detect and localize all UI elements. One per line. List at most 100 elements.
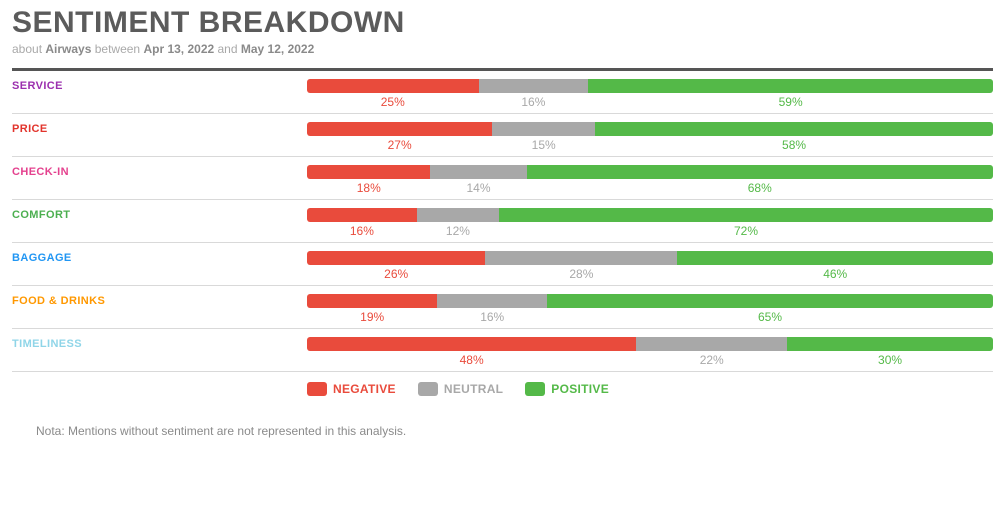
percent-label-negative: 27%	[307, 138, 492, 152]
category-row-inner: TIMELINESS48%22%30%	[12, 329, 993, 371]
legend-item-positive: POSITIVE	[525, 382, 609, 396]
legend-label-neutral: NEUTRAL	[444, 382, 503, 396]
legend-item-negative: NEGATIVE	[307, 382, 396, 396]
legend-label-positive: POSITIVE	[551, 382, 609, 396]
chart-col: 19%16%65%	[307, 294, 993, 328]
bar-segment-positive	[677, 251, 993, 265]
percent-label-positive: 59%	[588, 95, 993, 109]
stacked-bar	[307, 337, 993, 351]
chart-col: 18%14%68%	[307, 165, 993, 199]
chart-col: 27%15%58%	[307, 122, 993, 156]
legend-swatch-neutral	[418, 382, 438, 396]
category-row: PRICE27%15%58%	[12, 114, 993, 157]
subtitle-and: and	[214, 42, 241, 56]
chart-col: 25%16%59%	[307, 79, 993, 113]
bar-segment-positive	[499, 208, 993, 222]
bar-segment-negative	[307, 165, 430, 179]
bar-segment-positive	[595, 122, 993, 136]
percent-label-positive: 72%	[499, 224, 993, 238]
category-row-inner: CHECK-IN18%14%68%	[12, 157, 993, 199]
chart-col: 16%12%72%	[307, 208, 993, 242]
page-root: SENTIMENT BREAKDOWN about Airways betwee…	[0, 0, 1005, 521]
category-row-inner: PRICE27%15%58%	[12, 114, 993, 156]
percent-label-neutral: 15%	[492, 138, 595, 152]
bar-segment-neutral	[417, 208, 499, 222]
category-row-inner: BAGGAGE26%28%46%	[12, 243, 993, 285]
subtitle-prefix: about	[12, 42, 45, 56]
percent-label-negative: 48%	[307, 353, 636, 367]
percent-label-positive: 58%	[595, 138, 993, 152]
bar-segment-neutral	[430, 165, 526, 179]
category-row: BAGGAGE26%28%46%	[12, 243, 993, 286]
bar-segment-positive	[527, 165, 993, 179]
percent-label-neutral: 16%	[437, 310, 547, 324]
category-row-inner: SERVICE25%16%59%	[12, 71, 993, 113]
category-label: PRICE	[12, 122, 307, 135]
category-label: BAGGAGE	[12, 251, 307, 264]
percent-row: 26%28%46%	[307, 265, 993, 285]
percent-row: 25%16%59%	[307, 93, 993, 113]
percent-label-neutral: 14%	[430, 181, 526, 195]
stacked-bar	[307, 165, 993, 179]
percent-row: 19%16%65%	[307, 308, 993, 328]
chart-col: 48%22%30%	[307, 337, 993, 371]
percent-label-neutral: 12%	[417, 224, 499, 238]
stacked-bar	[307, 251, 993, 265]
percent-label-positive: 46%	[677, 267, 993, 281]
stacked-bar	[307, 294, 993, 308]
legend-swatch-negative	[307, 382, 327, 396]
category-label: SERVICE	[12, 79, 307, 92]
category-row: SERVICE25%16%59%	[12, 71, 993, 114]
percent-label-negative: 18%	[307, 181, 430, 195]
category-row: FOOD & DRINKS19%16%65%	[12, 286, 993, 329]
percent-label-negative: 16%	[307, 224, 417, 238]
bar-segment-neutral	[485, 251, 677, 265]
airline-name: Airways	[45, 42, 91, 56]
subtitle-between: between	[91, 42, 143, 56]
bar-segment-negative	[307, 122, 492, 136]
footer-note: Nota: Mentions without sentiment are not…	[12, 396, 993, 438]
legend: NEGATIVE NEUTRAL POSITIVE	[12, 372, 993, 396]
date-end: May 12, 2022	[241, 42, 314, 56]
bar-segment-negative	[307, 208, 417, 222]
stacked-bar	[307, 208, 993, 222]
percent-label-positive: 30%	[787, 353, 993, 367]
percent-label-neutral: 28%	[485, 267, 677, 281]
percent-label-positive: 68%	[527, 181, 993, 195]
bar-segment-negative	[307, 251, 485, 265]
category-label: CHECK-IN	[12, 165, 307, 178]
bar-segment-negative	[307, 294, 437, 308]
category-label: COMFORT	[12, 208, 307, 221]
chart-col: 26%28%46%	[307, 251, 993, 285]
percent-label-negative: 26%	[307, 267, 485, 281]
page-title: SENTIMENT BREAKDOWN	[12, 6, 993, 40]
category-row: TIMELINESS48%22%30%	[12, 329, 993, 372]
bar-segment-positive	[588, 79, 993, 93]
bar-segment-negative	[307, 337, 636, 351]
bar-segment-positive	[547, 294, 993, 308]
subtitle: about Airways between Apr 13, 2022 and M…	[12, 42, 993, 56]
category-row-inner: FOOD & DRINKS19%16%65%	[12, 286, 993, 328]
legend-label-negative: NEGATIVE	[333, 382, 396, 396]
legend-item-neutral: NEUTRAL	[418, 382, 503, 396]
category-row-inner: COMFORT16%12%72%	[12, 200, 993, 242]
percent-label-positive: 65%	[547, 310, 993, 324]
category-label: FOOD & DRINKS	[12, 294, 307, 307]
category-label: TIMELINESS	[12, 337, 307, 350]
percent-label-negative: 25%	[307, 95, 479, 109]
bar-segment-negative	[307, 79, 479, 93]
stacked-bar	[307, 122, 993, 136]
stacked-bar	[307, 79, 993, 93]
chart-rows: SERVICE25%16%59%PRICE27%15%58%CHECK-IN18…	[12, 71, 993, 372]
legend-swatch-positive	[525, 382, 545, 396]
bar-segment-neutral	[492, 122, 595, 136]
bar-segment-neutral	[437, 294, 547, 308]
percent-row: 48%22%30%	[307, 351, 993, 371]
date-start: Apr 13, 2022	[143, 42, 214, 56]
category-row: CHECK-IN18%14%68%	[12, 157, 993, 200]
category-row: COMFORT16%12%72%	[12, 200, 993, 243]
percent-label-neutral: 16%	[479, 95, 589, 109]
percent-label-negative: 19%	[307, 310, 437, 324]
bar-segment-neutral	[479, 79, 589, 93]
percent-label-neutral: 22%	[636, 353, 787, 367]
